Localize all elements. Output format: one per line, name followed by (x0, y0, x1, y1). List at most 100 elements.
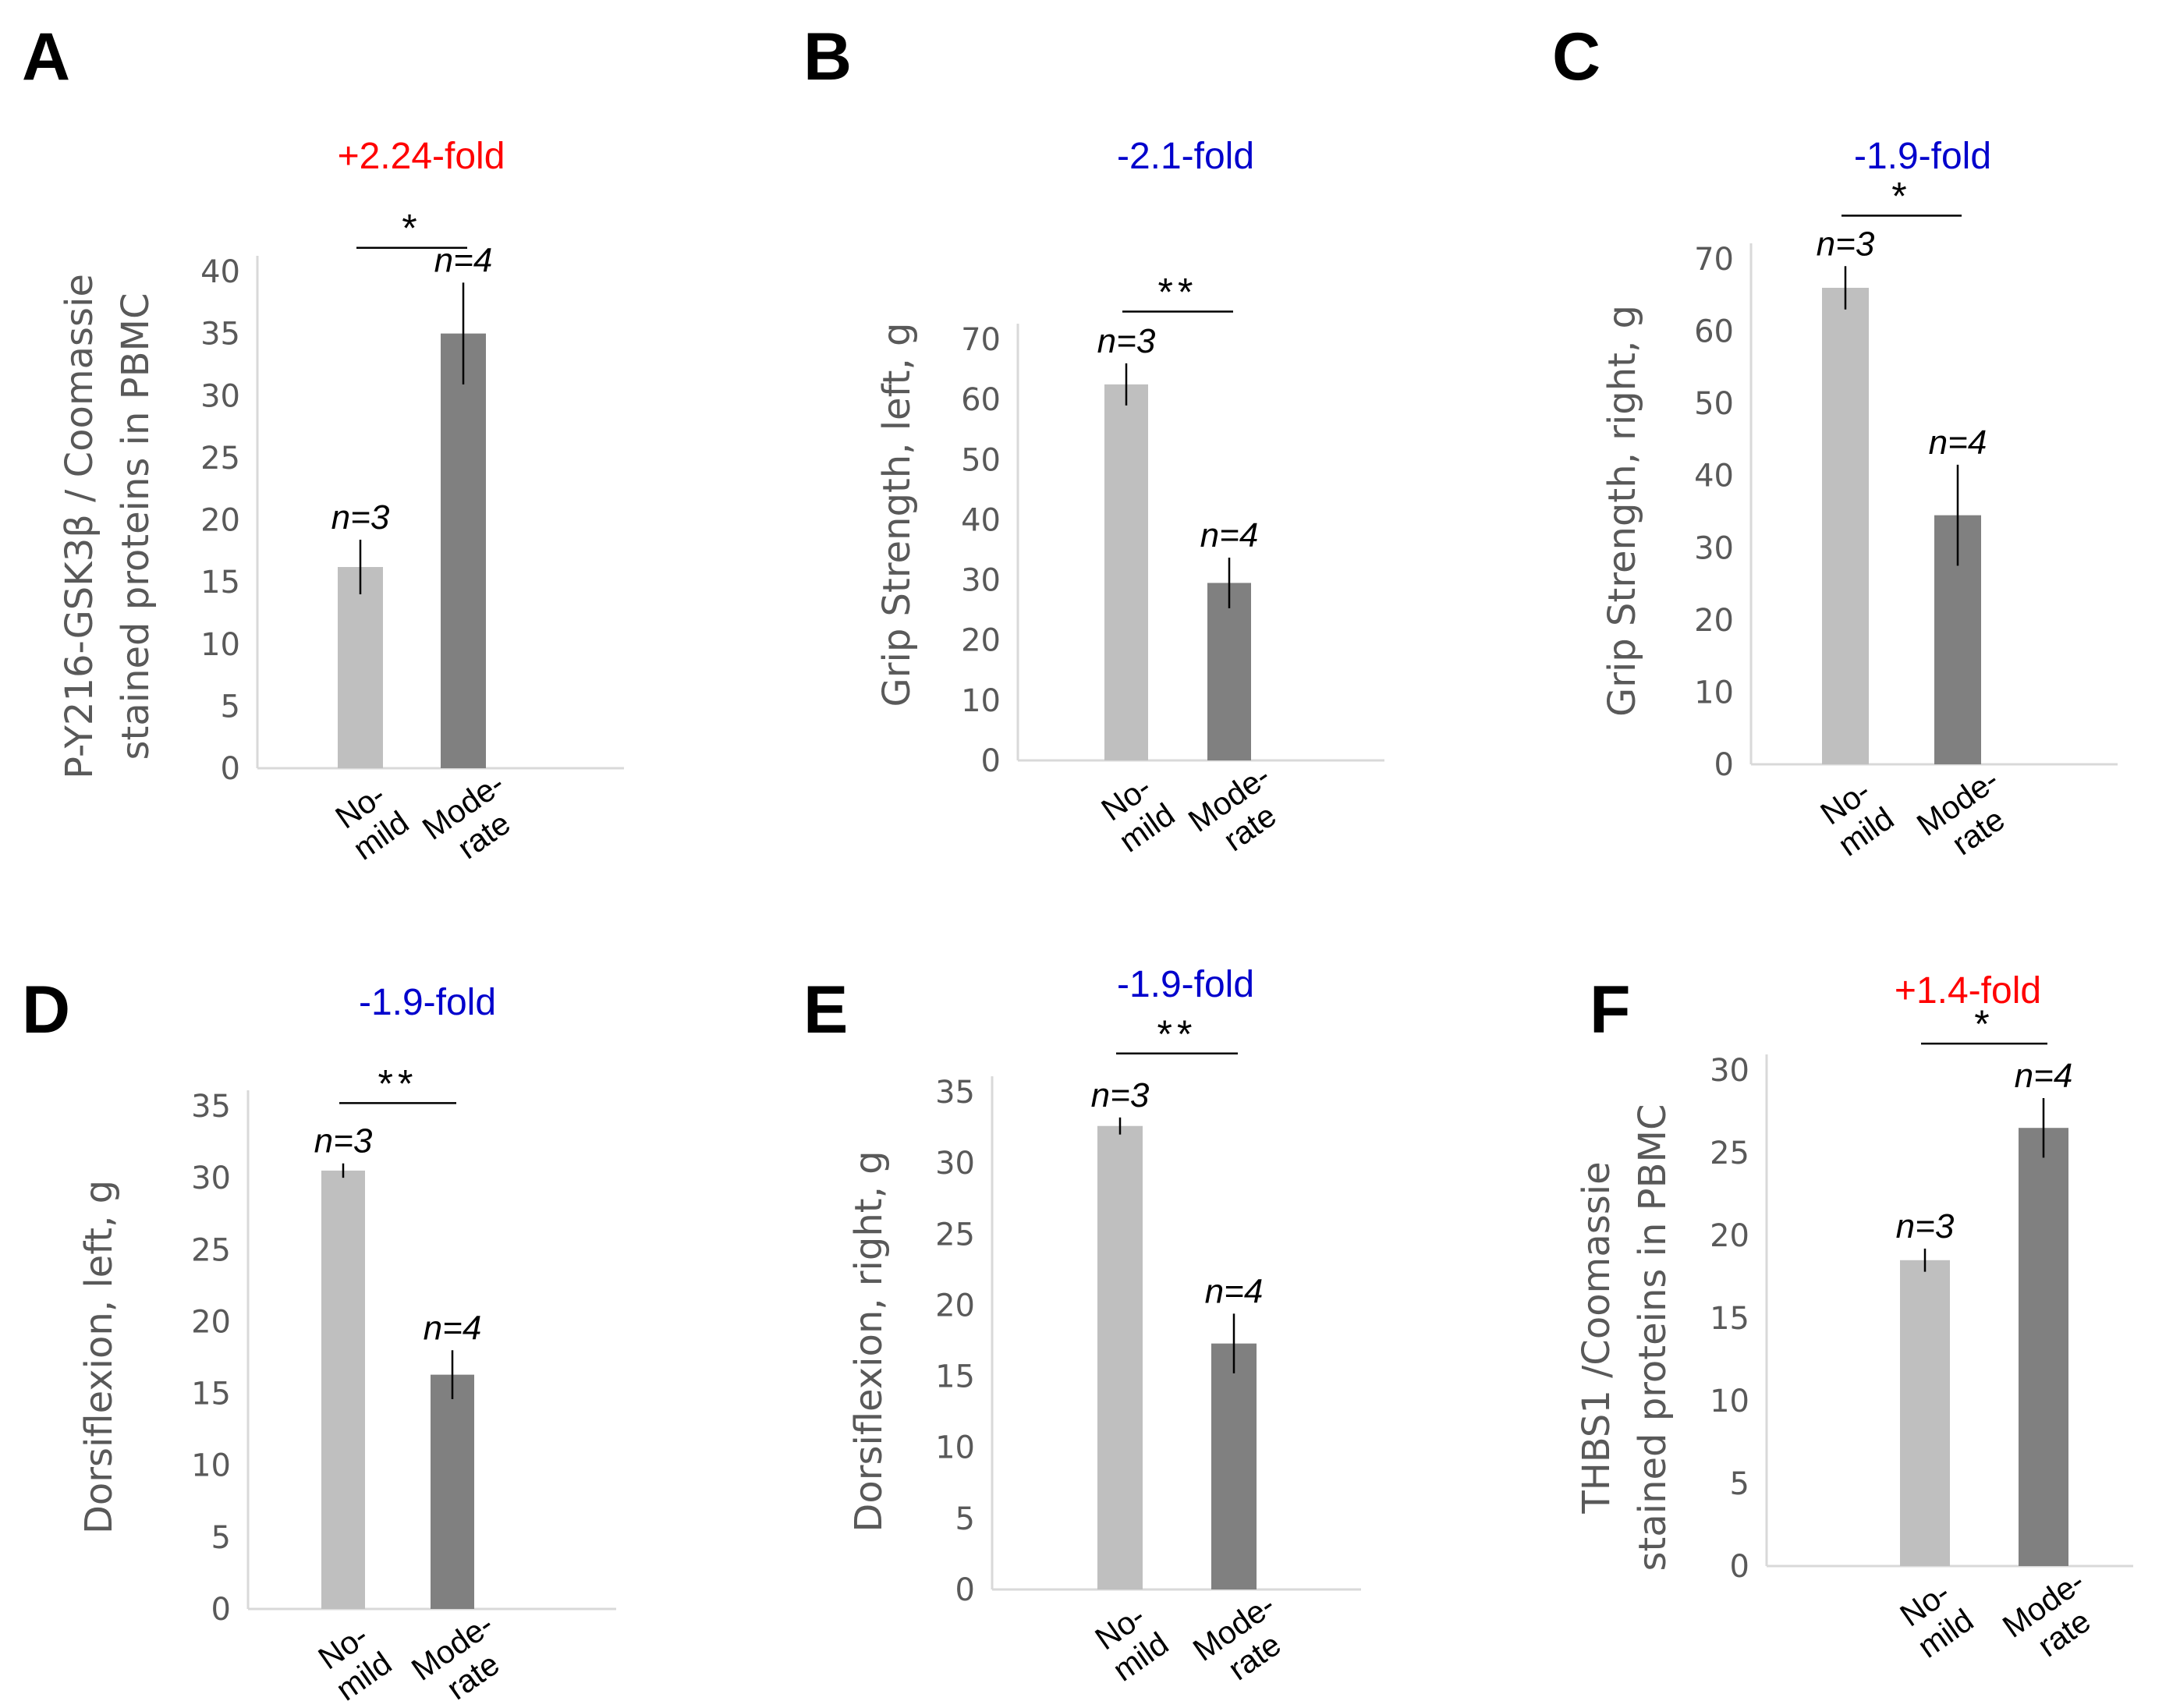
n-label: n=3 (331, 498, 390, 537)
y-tick-label: 20 (1694, 603, 1734, 639)
category-label: No-mild (309, 1615, 398, 1707)
y-tick-label: 10 (200, 627, 240, 663)
bar-moderate (1207, 583, 1251, 760)
n-label: n=3 (1097, 322, 1156, 360)
bar-moderate (2019, 1128, 2068, 1566)
significance-marker: ** (378, 1061, 418, 1105)
significance-marker: ** (1157, 1012, 1197, 1056)
y-tick-label: 70 (1694, 242, 1734, 278)
y-tick-label: 25 (1710, 1136, 1749, 1171)
bar-no-mild (1104, 384, 1148, 760)
bar-no-mild (1822, 288, 1869, 764)
n-label: n=4 (424, 1309, 482, 1347)
category-label: No-mild (1891, 1572, 1980, 1664)
y-tick-label: 20 (935, 1288, 975, 1324)
panel-a: A +2.24-fold 0 5 10 15 20 25 30 35 40 P-Y216-GSK3β … (22, 19, 624, 867)
bar-moderate (1211, 1343, 1257, 1589)
y-tick-label: 15 (191, 1377, 231, 1412)
y-axis-label: Grip Strength, left, g (875, 323, 919, 707)
y-tick-label: 20 (200, 503, 240, 539)
y-tick-label: 15 (1710, 1301, 1749, 1337)
n-label: n=3 (1896, 1207, 1955, 1246)
bar-no-mild (321, 1170, 365, 1609)
y-tick-label: 10 (935, 1430, 975, 1466)
y-tick-label: 25 (191, 1232, 231, 1268)
category-label: Mode-rate (1996, 1563, 2111, 1674)
panel-letter: B (803, 19, 852, 94)
category-label: No-mild (326, 774, 415, 866)
category-label: Mode-rate (1910, 761, 2026, 872)
n-label: n=4 (1205, 1272, 1264, 1310)
panel-b: B -2.1-fold 0 10 20 30 40 50 60 70 Grip Strength, … (803, 19, 1384, 868)
y-tick-label: 15 (935, 1359, 975, 1395)
category-label: Mode-rate (1182, 757, 1297, 868)
y-tick-label: 60 (1694, 314, 1734, 350)
n-label: n=4 (2015, 1057, 2073, 1095)
y-tick-label: 30 (1694, 530, 1734, 566)
y-tick-label: 0 (981, 743, 1001, 779)
y-tick-label: 50 (1694, 386, 1734, 422)
y-tick-label: 10 (1694, 675, 1734, 710)
y-tick-label: 0 (211, 1592, 231, 1628)
y-axis-label: P-Y216-GSK3β / Coomassie (58, 274, 101, 779)
significance-marker: * (1891, 174, 1911, 218)
y-tick-label: 40 (961, 502, 1001, 538)
y-tick-label: 5 (221, 689, 240, 725)
y-tick-label: 10 (961, 683, 1001, 719)
fold-change-title: +2.24-fold (338, 136, 505, 177)
y-tick-label: 30 (200, 378, 240, 414)
y-tick-label: 35 (935, 1075, 975, 1111)
y-tick-label: 25 (935, 1217, 975, 1253)
n-label: n=3 (1091, 1076, 1150, 1114)
category-label: No-mild (1086, 1596, 1175, 1688)
panel-letter: E (803, 973, 848, 1047)
n-label: n=3 (1817, 225, 1875, 263)
y-tick-label: 5 (1730, 1466, 1749, 1502)
y-tick-label: 0 (955, 1572, 975, 1608)
y-tick-label: 40 (1694, 459, 1734, 494)
y-tick-label: 0 (221, 751, 240, 787)
fold-change-title: -1.9-fold (359, 982, 496, 1023)
bar-moderate (441, 333, 486, 768)
y-tick-label: 60 (961, 382, 1001, 418)
y-tick-label: 20 (191, 1304, 231, 1340)
y-tick-label: 70 (961, 322, 1001, 358)
y-tick-label: 30 (935, 1146, 975, 1182)
panel-letter: D (22, 973, 70, 1047)
significance-marker: ** (1158, 271, 1198, 314)
bar-no-mild (1097, 1125, 1143, 1589)
category-label: No-mild (1092, 767, 1181, 859)
y-axis-label: stained proteins in PBMC (1631, 1104, 1675, 1572)
panel-e: E -1.9-fold 0 5 10 15 20 25 30 35 Dorsiflexion, ri… (803, 964, 1361, 1697)
panel-letter: F (1590, 973, 1631, 1047)
fold-change-title: -1.9-fold (1117, 964, 1254, 1005)
category-label: Mode-rate (405, 1606, 520, 1708)
y-tick-label: 5 (211, 1520, 231, 1556)
panel-f: F +1.4-fold 0 5 10 15 20 25 30 THBS1 /Coomassie st… (1575, 970, 2133, 1674)
category-label: No-mild (1811, 771, 1900, 863)
y-tick-label: 35 (200, 317, 240, 353)
bar-no-mild (1900, 1260, 1950, 1566)
category-label: Mode-rate (1186, 1586, 1302, 1697)
y-tick-label: 0 (1730, 1549, 1749, 1585)
y-tick-label: 15 (200, 565, 240, 601)
y-tick-label: 5 (955, 1501, 975, 1537)
y-tick-label: 30 (1710, 1053, 1749, 1089)
y-axis-label: stained proteins in PBMC (114, 293, 158, 760)
fold-change-title: -1.9-fold (1854, 136, 1991, 177)
n-label: n=3 (314, 1122, 373, 1161)
significance-marker: * (402, 207, 421, 250)
y-axis-label: Dorsiflexion, left, g (77, 1180, 121, 1534)
y-tick-label: 0 (1714, 747, 1734, 783)
bar-no-mild (338, 567, 383, 768)
y-tick-label: 25 (200, 441, 240, 477)
fold-change-title: -2.1-fold (1117, 136, 1254, 177)
y-tick-label: 50 (961, 442, 1001, 478)
y-tick-label: 30 (961, 563, 1001, 599)
panel-d: D -1.9-fold 0 5 10 15 20 25 30 35 Dorsiflexion, le… (22, 973, 616, 1708)
y-axis-label: Grip Strength, right, g (1600, 305, 1644, 717)
panel-letter: A (22, 19, 70, 94)
fold-change-title: +1.4-fold (1895, 970, 2041, 1012)
significance-marker: * (1974, 1002, 1994, 1046)
